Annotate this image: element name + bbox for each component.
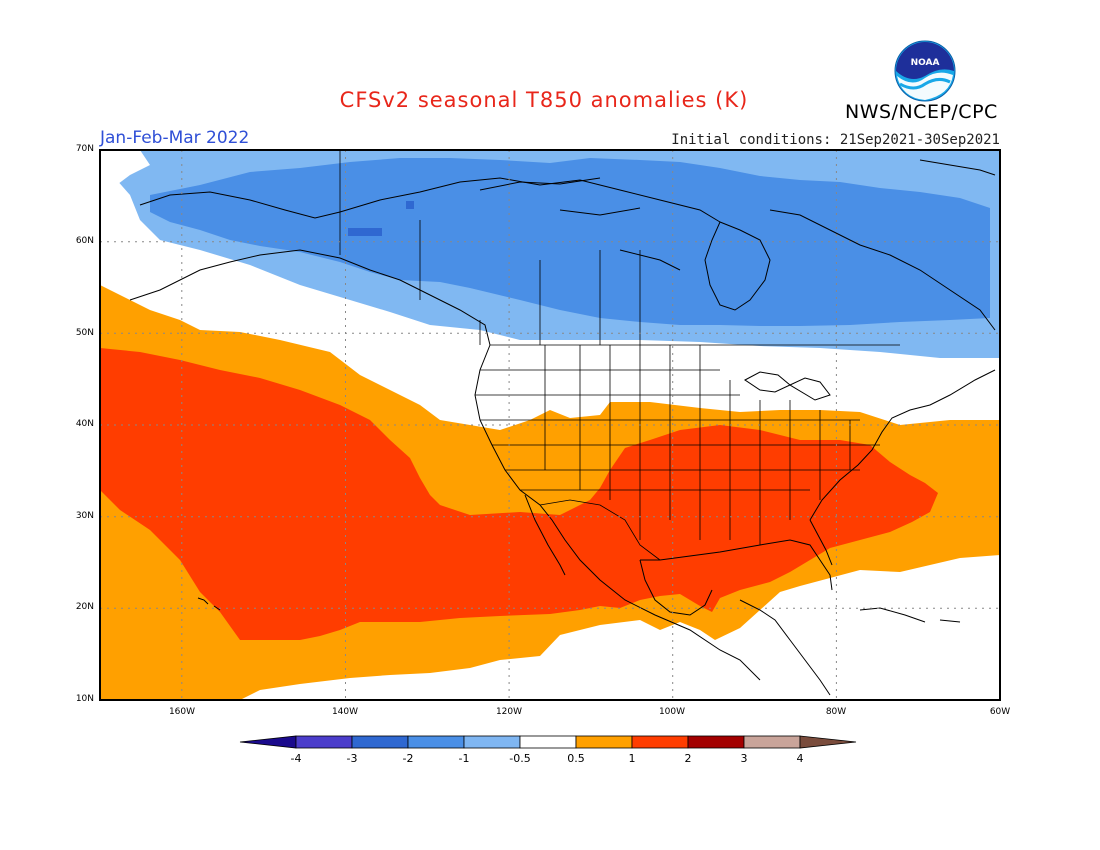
lat-tick-label: 10N bbox=[75, 694, 94, 704]
lat-tick-label: 40N bbox=[75, 419, 94, 429]
colorbar-segment bbox=[463, 735, 521, 749]
lat-tick-label: 70N bbox=[75, 144, 94, 154]
colorbar-label: 1 bbox=[628, 752, 636, 765]
map-frame bbox=[99, 149, 1001, 701]
colorbar-label: 4 bbox=[796, 752, 804, 765]
colorbar-segment bbox=[687, 735, 745, 749]
lat-tick-label: 50N bbox=[75, 328, 94, 338]
anomaly-spot-darkblue bbox=[406, 201, 414, 209]
colorbar-arrow-right bbox=[799, 735, 857, 749]
colorbar-label: 3 bbox=[740, 752, 748, 765]
chart-title: CFSv2 seasonal T850 anomalies (K) bbox=[339, 88, 749, 112]
coastlines bbox=[129, 159, 996, 696]
grid-lines bbox=[100, 150, 1000, 700]
colorbar-segment bbox=[519, 735, 577, 749]
initial-conditions-label: Initial conditions: 21Sep2021-30Sep2021 bbox=[671, 132, 1000, 148]
colorbar-segment bbox=[351, 735, 409, 749]
colorbar-segment bbox=[575, 735, 633, 749]
lon-tick-label: 80W bbox=[825, 707, 847, 717]
lon-tick-label: 160W bbox=[168, 707, 196, 717]
lon-tick-label: 140W bbox=[331, 707, 359, 717]
colorbar-label: -2 bbox=[402, 752, 414, 765]
lat-tick-label: 60N bbox=[75, 236, 94, 246]
political-boundaries bbox=[339, 150, 900, 561]
colorbar-label: -3 bbox=[346, 752, 358, 765]
colorbar-segment bbox=[407, 735, 465, 749]
lon-tick-label: 120W bbox=[495, 707, 523, 717]
lon-tick-label: 100W bbox=[658, 707, 686, 717]
colorbar-label: 0.5 bbox=[567, 752, 585, 765]
colorbar-segment bbox=[743, 735, 801, 749]
colorbar-arrow-left bbox=[239, 735, 297, 749]
lat-tick-label: 20N bbox=[75, 602, 94, 612]
colorbar-label: -1 bbox=[458, 752, 470, 765]
agency-label: NWS/NCEP/CPC bbox=[845, 101, 998, 123]
anomaly-region-red bbox=[100, 348, 938, 640]
anomaly-spot-darkblue bbox=[348, 228, 382, 236]
svg-text:NOAA: NOAA bbox=[911, 58, 940, 68]
colorbar-label: -0.5 bbox=[509, 752, 531, 765]
colorbar-segment bbox=[631, 735, 689, 749]
colorbar-segment bbox=[295, 735, 353, 749]
season-label: Jan-Feb-Mar 2022 bbox=[100, 128, 250, 148]
colorbar-label: 2 bbox=[684, 752, 692, 765]
lat-tick-label: 30N bbox=[75, 511, 94, 521]
lon-tick-label: 60W bbox=[989, 707, 1011, 717]
colorbar-label: -4 bbox=[290, 752, 302, 765]
noaa-logo-icon: NOAA bbox=[894, 40, 956, 102]
